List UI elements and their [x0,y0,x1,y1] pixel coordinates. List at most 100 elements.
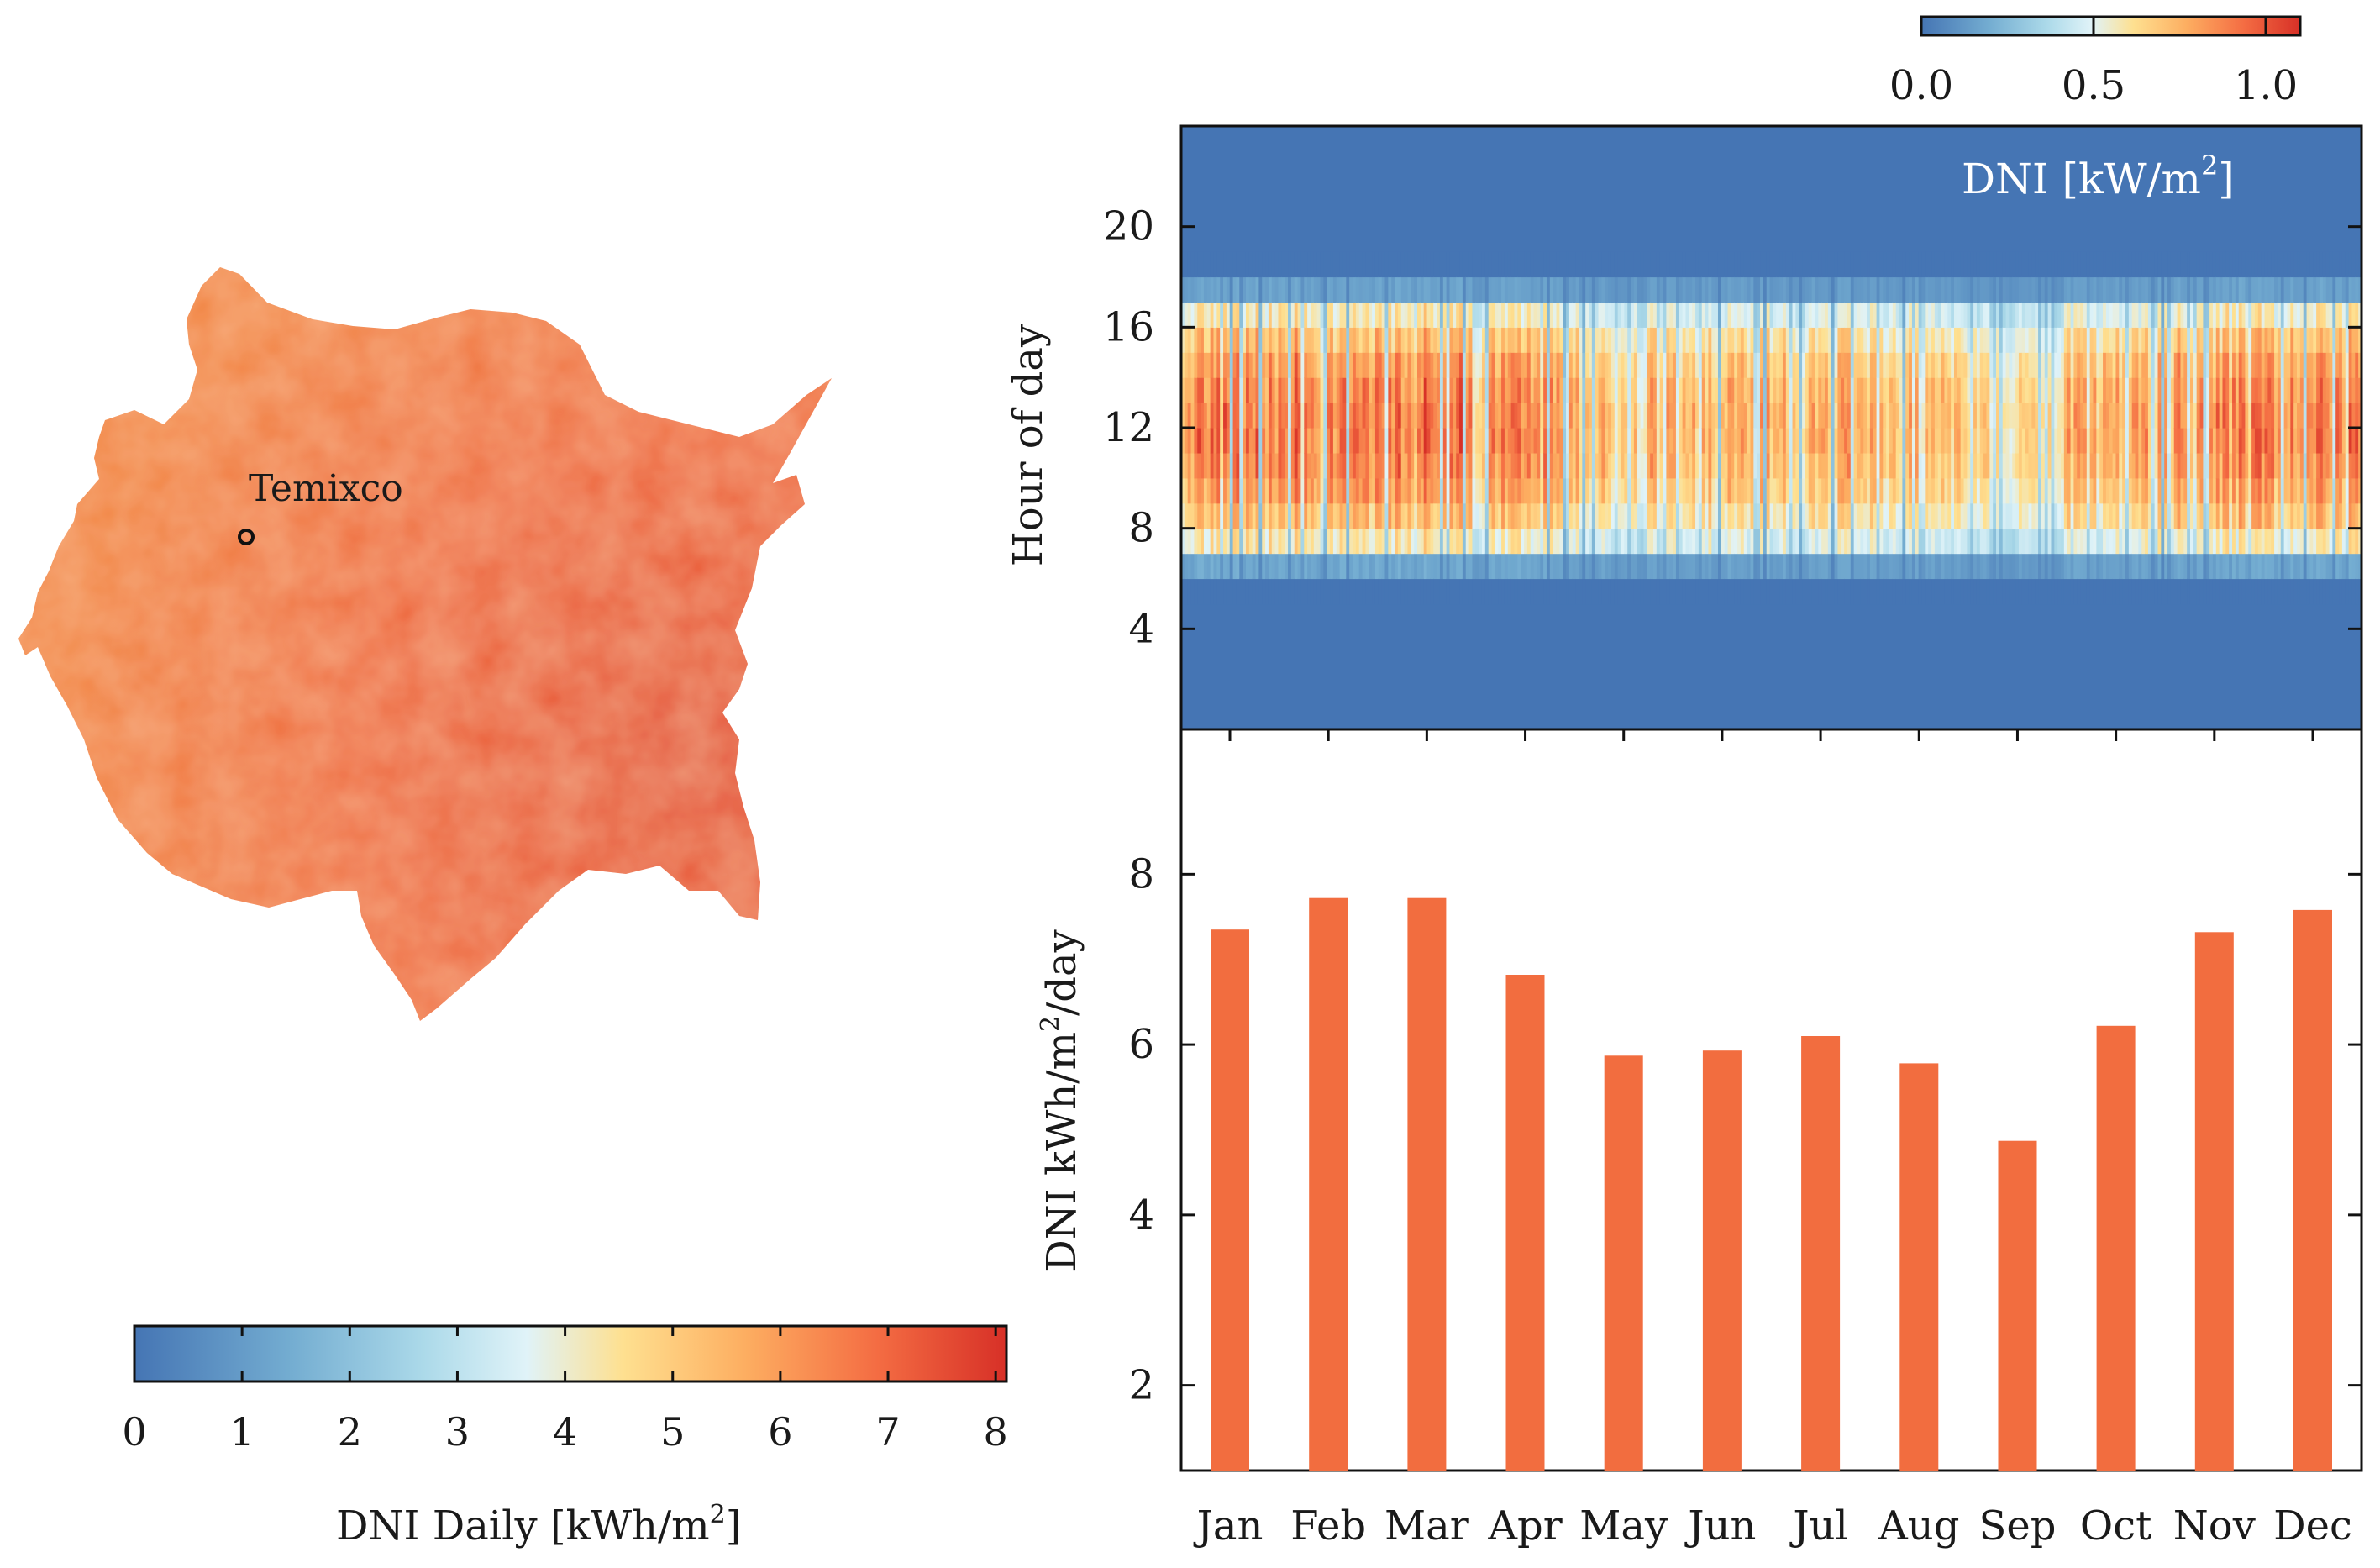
heatmap-cell [1960,403,1965,429]
heatmap-cell [1617,302,1622,328]
heatmap-cell [1575,276,1580,303]
heatmap-day-column [2170,251,2175,605]
heatmap-cell [1711,528,1715,555]
heatmap-cell [2245,251,2249,278]
heatmap-cell [2009,428,2013,454]
heatmap-day-column [1717,251,1722,605]
heatmap-cell [1610,276,1616,303]
heatmap-cell [1847,528,1852,555]
heatmap-cell [2031,377,2036,403]
heatmap-day-column [1760,251,1764,605]
heatmap-cell [1656,302,1661,328]
heatmap-cell [2018,477,2023,504]
heatmap-cell [1921,276,1926,303]
heatmap-cell [1708,502,1712,529]
heatmap-day-column [1456,251,1460,605]
heatmap-cell [1526,477,1532,504]
heatmap-cell [1245,377,1250,403]
heatmap-cell [1983,452,1988,479]
heatmap-day-column [1384,251,1389,605]
heatmap-cell [1349,553,1353,580]
heatmap-cell [1479,553,1483,580]
heatmap-cell [1346,578,1350,605]
heatmap-cell [1355,578,1360,605]
heatmap-cell [2229,352,2233,378]
heatmap-cell [1698,477,1703,504]
heatmap-cell [1847,251,1852,278]
heatmap-cell [1245,403,1250,429]
heatmap-day-column [2099,251,2104,605]
heatmap-cell [1504,327,1509,353]
heatmap-cell [1582,403,1586,429]
heatmap-cell [1369,403,1373,429]
heatmap-day-column [1332,251,1337,605]
heatmap-cell [1479,302,1483,328]
heatmap-cell [1258,352,1263,378]
heatmap-day-column [1595,251,1600,605]
heatmap-cell [1268,578,1273,605]
heatmap-cell [2161,528,2165,555]
heatmap-cell [1187,452,1192,479]
heatmap-cell [1388,377,1392,403]
heatmap-cell [1414,352,1418,378]
heatmap-cell [2180,502,2184,529]
heatmap-cell [1986,403,1990,429]
heatmap-cell [2061,302,2065,328]
heatmap-cell [2035,428,2039,454]
heatmap-cell [1239,251,1243,278]
heatmap-cell [1811,377,1816,403]
heatmap-cell [1721,477,1726,504]
heatmap-cell [1853,477,1858,504]
heatmap-cell [2041,251,2046,278]
heatmap-cell [2209,428,2214,454]
heatmap-cell [2161,502,2165,529]
heatmap-cell [2077,553,2081,580]
heatmap-cell [1248,578,1253,605]
heatmap-cell [1255,553,1259,580]
heatmap-cell [1187,302,1192,328]
heatmap-cell [1682,352,1687,378]
heatmap-cell [1304,377,1308,403]
heatmap-cell [1947,428,1952,454]
heatmap-cell [1789,327,1794,353]
heatmap-cell [1608,502,1612,529]
heatmap-cell [1310,327,1315,353]
heatmap-cell [1947,528,1952,555]
heatmap-cell [1327,578,1331,605]
heatmap-cell [1766,502,1771,529]
heatmap-cell [2229,428,2233,454]
heatmap-cell [1446,428,1451,454]
heatmap-cell [1624,403,1628,429]
heatmap-cell [1579,528,1583,555]
heatmap-cell [1595,528,1600,555]
heatmap-cell [1507,452,1512,479]
heatmap-cell [1265,251,1269,278]
heatmap-cell [1426,452,1431,479]
heatmap-cell [1236,327,1240,353]
heatmap-cell [2061,528,2065,555]
heatmap-day-column [1521,251,1525,605]
heatmap-cell [1521,502,1525,529]
heatmap-cell [1236,428,1240,454]
map-colorbar-tick-label: 3 [445,1409,470,1455]
heatmap-cell [1407,352,1411,378]
heatmap-cell [1614,452,1619,479]
heatmap-cell [1330,276,1334,303]
heatmap-cell [1475,403,1479,429]
heatmap-cell [1320,428,1324,454]
heatmap-cell [1384,403,1389,429]
heatmap-cell [2151,528,2156,555]
heatmap-cell [2009,377,2013,403]
heatmap-cell [1895,352,1900,378]
heatmap-cell [1685,302,1689,328]
heatmap-cell [1986,302,1990,328]
heatmap-cell [2080,352,2084,378]
heatmap-cell [1372,403,1376,429]
heatmap-day-column [1245,251,1250,605]
heatmap-cell [1837,302,1841,328]
heatmap-cell [1332,428,1337,454]
heatmap-cell [1194,477,1198,504]
heatmap-cell [2241,403,2246,429]
heatmap-cell [2083,327,2088,353]
heatmap-cell [1549,553,1554,580]
